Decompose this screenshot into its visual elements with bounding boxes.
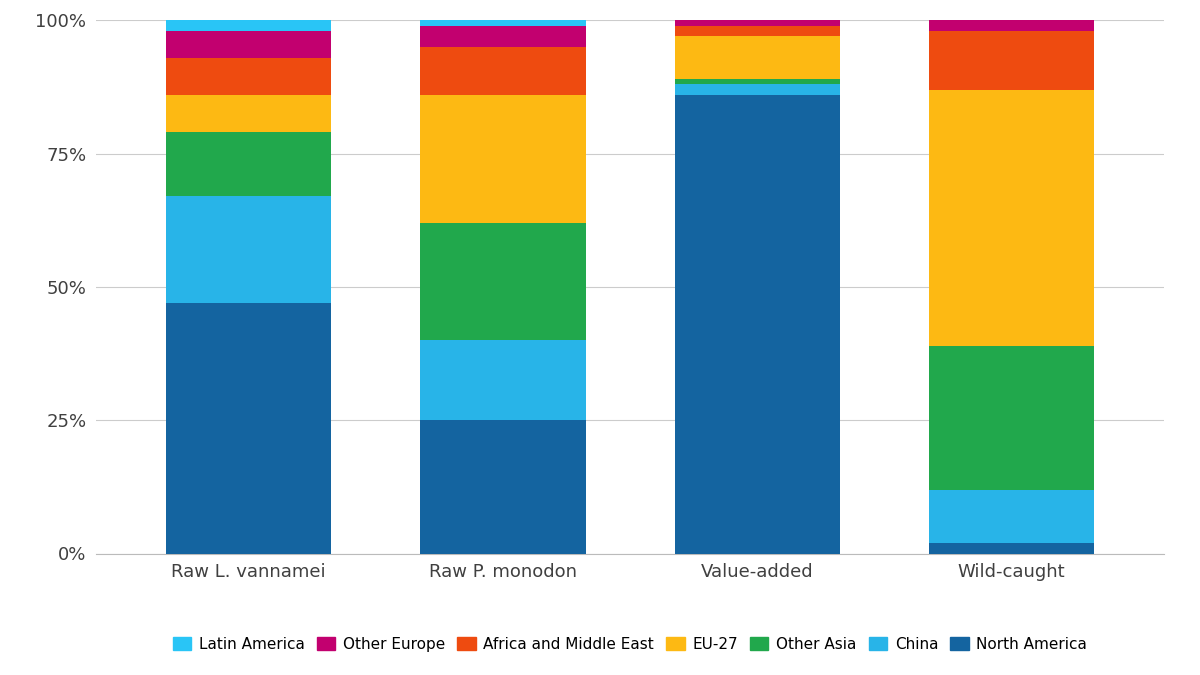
Bar — [166, 31, 331, 57]
Bar — [420, 223, 586, 340]
Bar — [166, 303, 331, 554]
Bar — [166, 196, 331, 303]
Bar — [929, 31, 1094, 90]
Bar — [420, 340, 586, 420]
Bar — [420, 26, 586, 47]
Bar — [674, 26, 840, 36]
Legend: Latin America, Other Europe, Africa and Middle East, EU-27, Other Asia, China, N: Latin America, Other Europe, Africa and … — [167, 630, 1093, 657]
Bar — [929, 90, 1094, 346]
Bar — [674, 20, 840, 26]
Bar — [929, 346, 1094, 489]
Bar — [166, 132, 331, 196]
Bar — [420, 47, 586, 95]
Bar — [166, 20, 331, 31]
Bar — [674, 36, 840, 79]
Bar — [166, 57, 331, 95]
Bar — [674, 79, 840, 84]
Bar — [674, 84, 840, 95]
Bar — [929, 543, 1094, 554]
Bar — [420, 20, 586, 26]
Bar — [166, 95, 331, 132]
Bar — [929, 489, 1094, 543]
Bar — [420, 420, 586, 554]
Bar — [674, 95, 840, 553]
Bar — [420, 95, 586, 223]
Bar — [929, 20, 1094, 31]
